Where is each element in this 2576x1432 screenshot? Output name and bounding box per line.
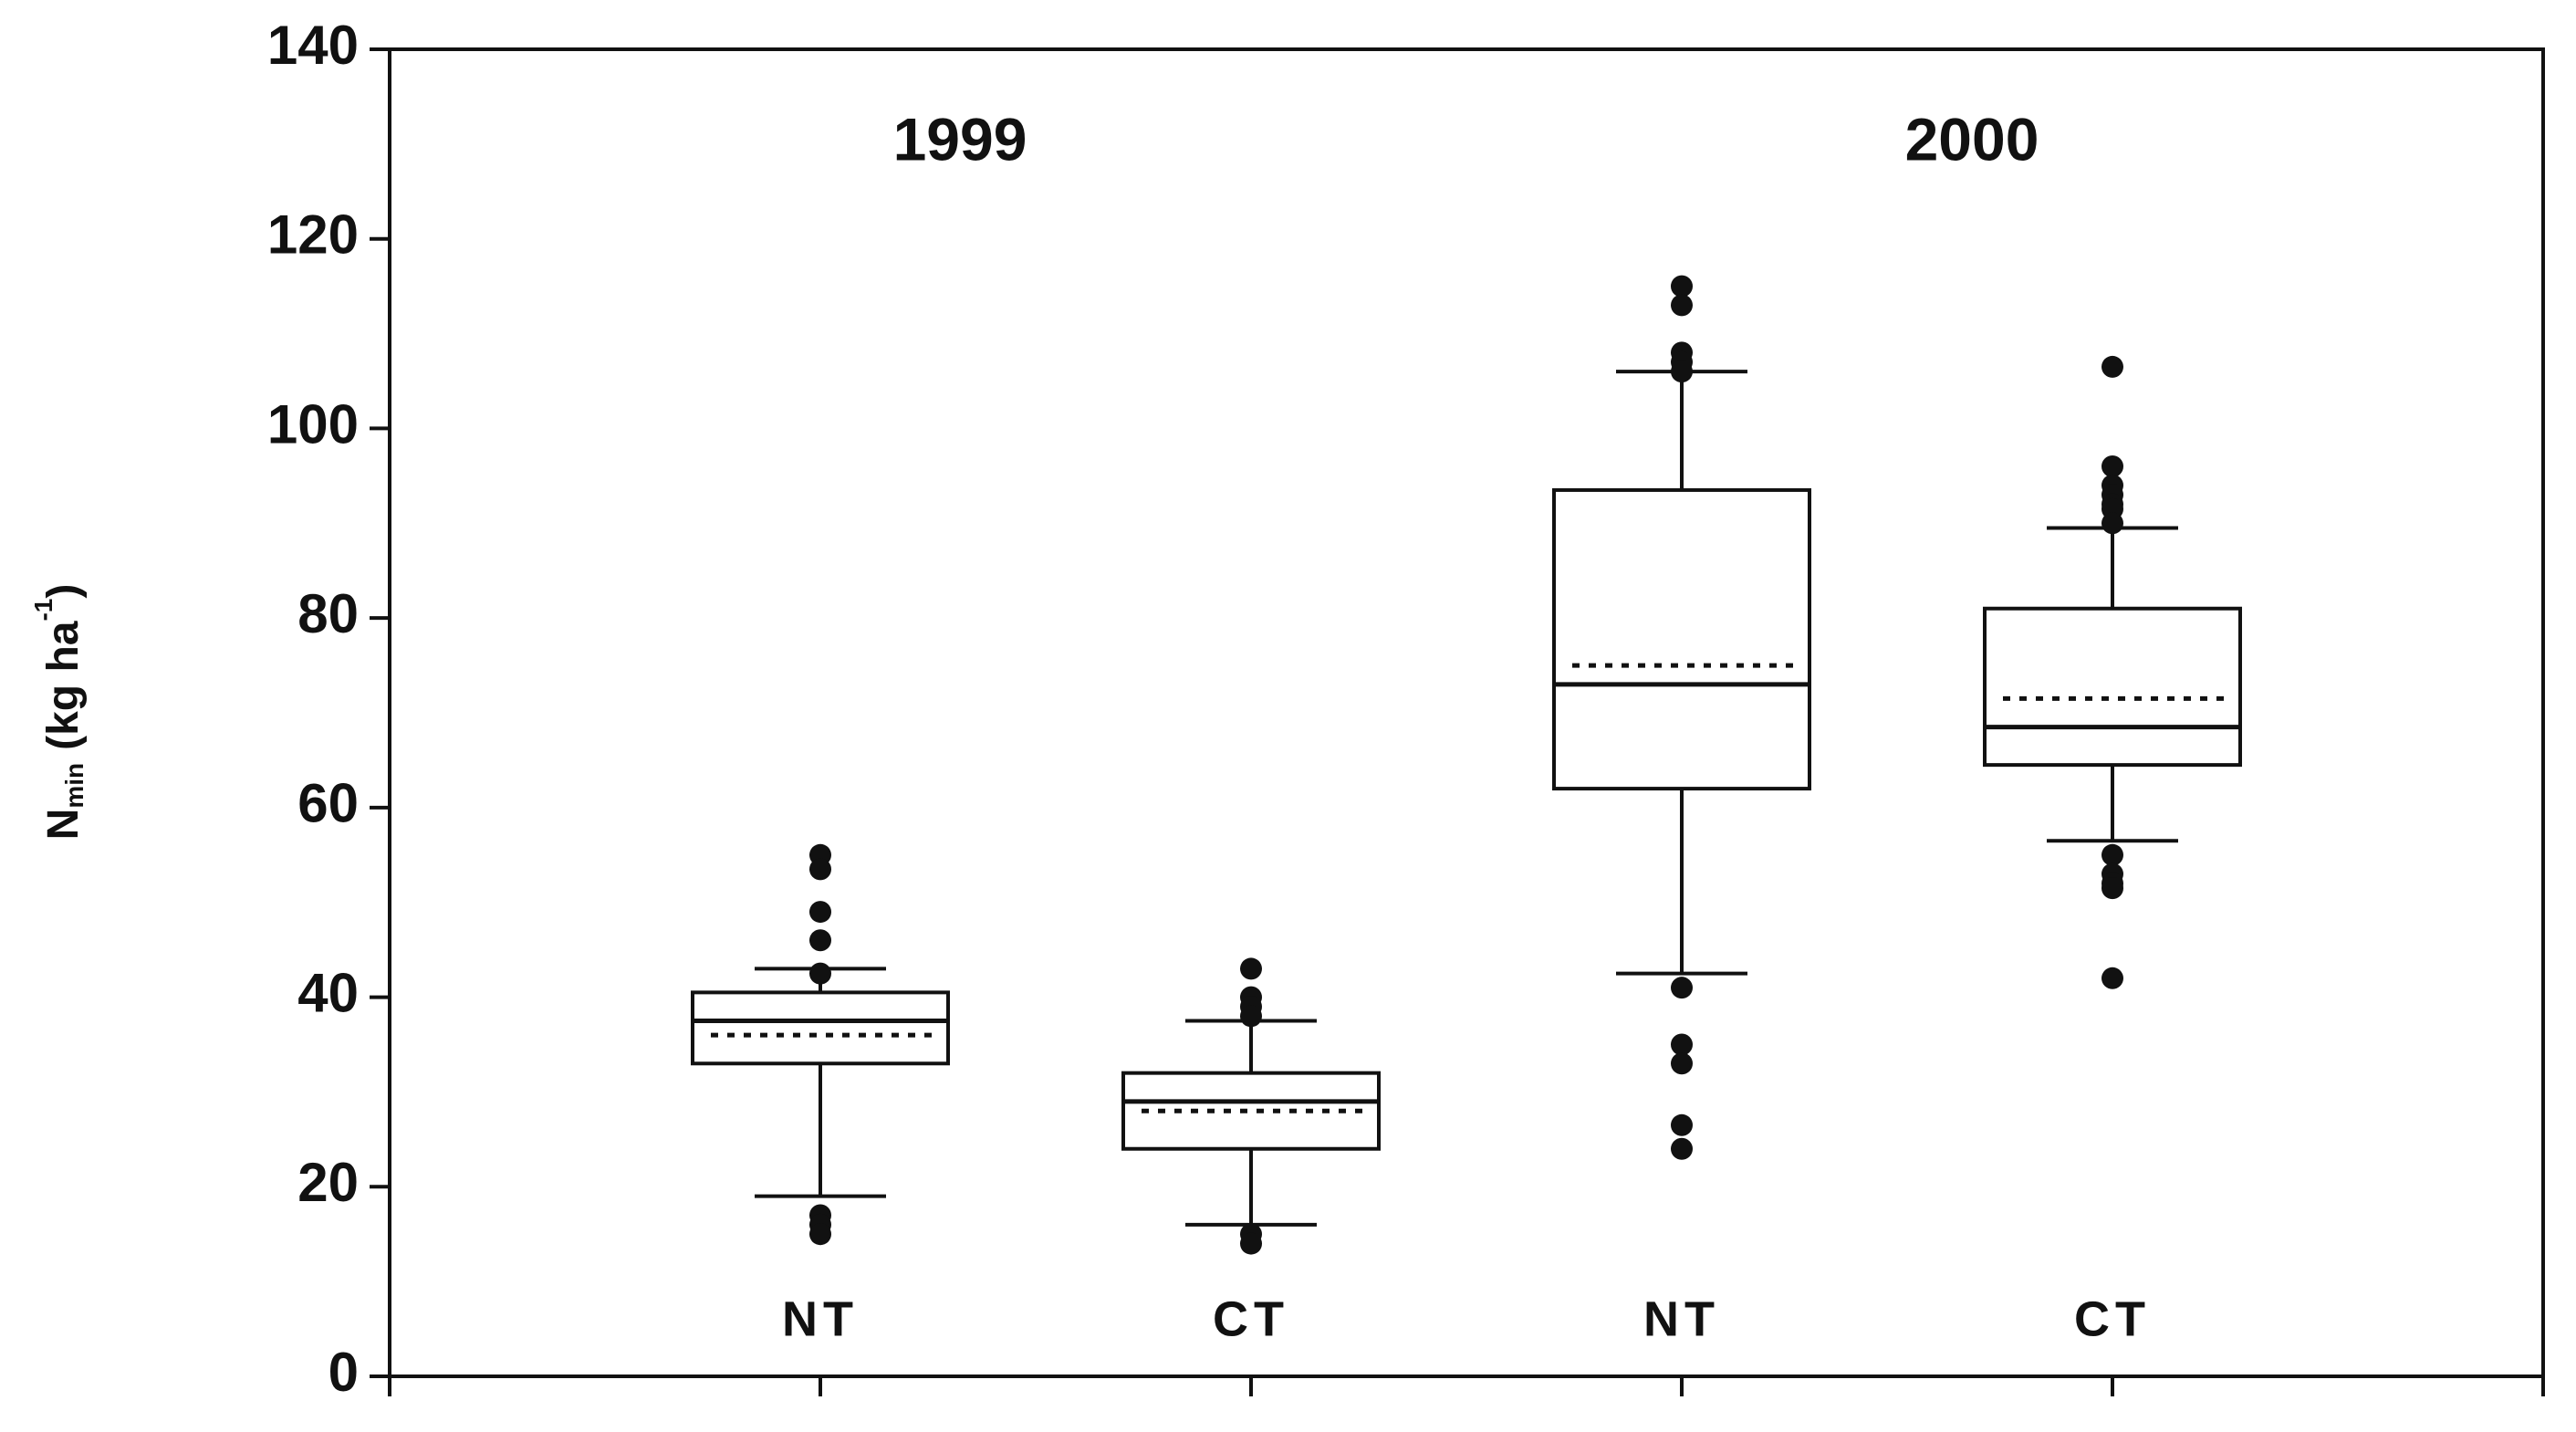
y-tick-label: 60 bbox=[297, 773, 359, 834]
outlier bbox=[1671, 1113, 1693, 1136]
y-label-base: N bbox=[39, 809, 88, 841]
y-label-sub: min bbox=[60, 763, 89, 809]
year-label: 1999 bbox=[893, 105, 1027, 172]
y-label-close: ) bbox=[39, 584, 88, 599]
outlier bbox=[1671, 1033, 1693, 1056]
x-tick-label: CT bbox=[2074, 1291, 2151, 1346]
y-tick-label: 80 bbox=[297, 583, 359, 644]
y-axis-label: Nmin (kg ha-1) bbox=[29, 584, 89, 841]
outlier bbox=[1240, 1005, 1262, 1028]
outlier bbox=[1671, 977, 1693, 999]
box bbox=[1983, 606, 2242, 768]
outlier bbox=[1671, 294, 1693, 317]
box bbox=[1552, 487, 1811, 791]
outlier bbox=[1671, 275, 1693, 298]
outlier bbox=[2101, 512, 2123, 535]
y-label-sup: -1 bbox=[29, 599, 57, 622]
outlier bbox=[1240, 1232, 1262, 1255]
plot-frame bbox=[388, 47, 2545, 1378]
y-tick-label: 100 bbox=[267, 393, 359, 455]
x-tick-label: CT bbox=[1213, 1291, 1289, 1346]
outlier bbox=[2101, 967, 2123, 989]
outlier bbox=[809, 901, 831, 924]
outlier bbox=[809, 929, 831, 952]
x-tick-label: NT bbox=[1643, 1291, 1720, 1346]
y-tick-label: 20 bbox=[297, 1152, 359, 1213]
y-tick-label: 140 bbox=[267, 15, 359, 76]
outlier bbox=[809, 858, 831, 881]
outlier bbox=[2101, 455, 2123, 477]
box bbox=[1121, 1071, 1381, 1151]
outlier bbox=[809, 962, 831, 985]
outlier bbox=[1671, 1052, 1693, 1075]
outlier bbox=[2101, 355, 2123, 378]
outlier bbox=[1240, 957, 1262, 980]
y-tick-label: 40 bbox=[297, 962, 359, 1023]
y-label-units: (kg ha bbox=[39, 621, 88, 750]
outlier bbox=[1671, 361, 1693, 383]
y-tick-label: 0 bbox=[329, 1342, 359, 1403]
outlier bbox=[1671, 1137, 1693, 1160]
box bbox=[691, 990, 950, 1066]
outlier bbox=[2101, 843, 2123, 866]
x-tick-label: NT bbox=[782, 1291, 859, 1346]
outlier bbox=[809, 1223, 831, 1246]
y-tick-label: 120 bbox=[267, 204, 359, 266]
year-label: 2000 bbox=[1905, 105, 2039, 172]
outlier bbox=[2101, 877, 2123, 900]
